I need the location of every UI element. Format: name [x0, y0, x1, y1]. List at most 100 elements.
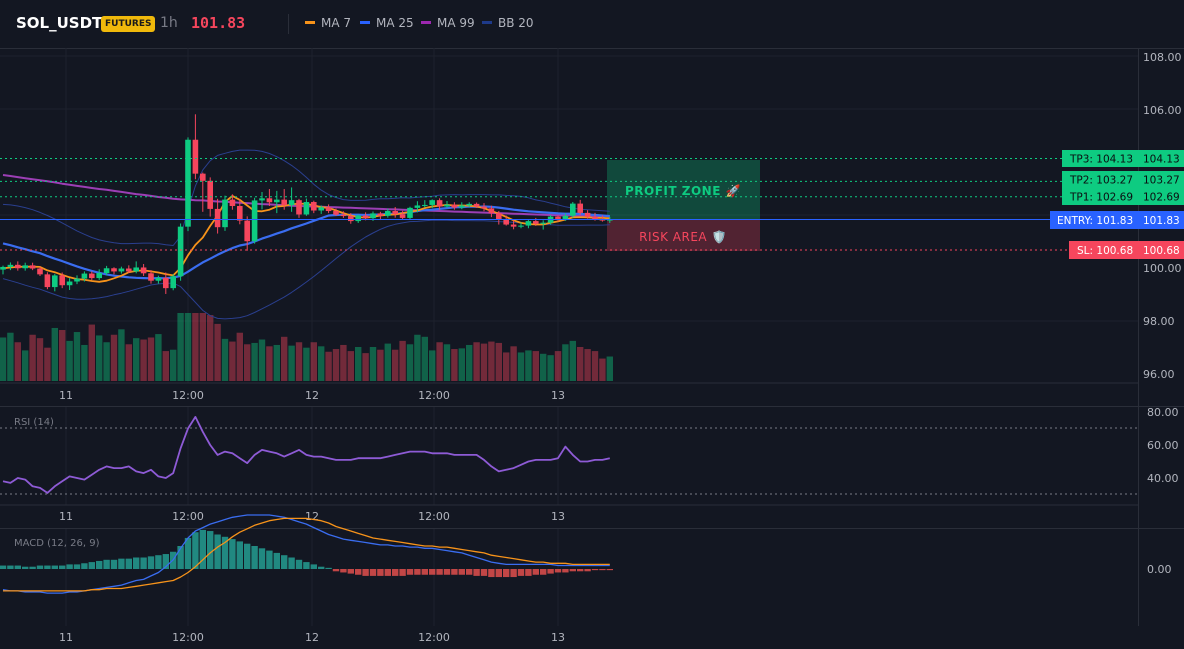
candle-body	[133, 267, 139, 272]
volume-bar	[73, 332, 81, 381]
macd-hist-bar	[184, 537, 192, 569]
macd-hist-bar	[606, 569, 613, 571]
candle-body	[89, 273, 95, 279]
candle-body	[185, 139, 191, 227]
candle-body	[444, 204, 450, 207]
legend-ma99[interactable]: MA 99	[421, 16, 475, 32]
candle-body	[318, 207, 324, 211]
volume-bar	[162, 351, 169, 381]
macd-hist-bar	[466, 569, 473, 575]
legend-ma7[interactable]: MA 7	[305, 16, 351, 32]
volume-bar	[155, 334, 162, 381]
timeframe-label[interactable]: 1h	[160, 15, 178, 31]
time-tick: 11	[59, 510, 73, 523]
legend-bb20[interactable]: BB 20	[482, 16, 534, 32]
volume-bar	[192, 313, 199, 381]
candle-body	[555, 216, 561, 219]
grid-lines	[0, 48, 1138, 626]
volume-bar	[147, 337, 155, 381]
rsi-line	[2, 415, 611, 494]
volume-bars	[0, 313, 613, 381]
volume-bar	[466, 344, 473, 381]
candle-body	[126, 268, 132, 272]
profit-zone-label: PROFIT ZONE 🚀	[625, 184, 741, 198]
candle-body	[407, 207, 413, 218]
candle-body	[148, 273, 154, 281]
volume-bar	[295, 342, 303, 381]
volume-bar	[266, 346, 273, 381]
volume-bar	[96, 335, 103, 381]
candle-body	[481, 206, 487, 209]
volume-bar	[7, 332, 14, 381]
candle-body	[44, 274, 51, 288]
candle-body	[177, 226, 184, 277]
volume-bar	[51, 327, 58, 381]
volume-bar	[369, 347, 377, 381]
volume-bar	[103, 342, 110, 381]
macd-hist-bar	[125, 558, 132, 569]
candle-body	[340, 214, 347, 217]
macd-hist-bar	[599, 569, 606, 571]
tp1-tag-bg	[1062, 188, 1184, 205]
macd-hist-bar	[207, 531, 214, 569]
rsi-tick: 60.00	[1147, 439, 1179, 452]
price-axis-divider	[1138, 48, 1139, 626]
macd-line	[2, 514, 610, 594]
candle-body	[288, 200, 295, 206]
volume-bar	[399, 340, 406, 381]
macd-hist-bar	[584, 569, 591, 572]
symbol-title[interactable]: SOL_USDT	[16, 14, 103, 32]
candle-body	[111, 268, 117, 272]
volume-bar	[258, 339, 266, 381]
volume-bar	[436, 342, 443, 381]
volume-bar	[429, 350, 436, 381]
volume-bar	[525, 350, 532, 381]
volume-bar	[273, 344, 280, 381]
candle-body	[244, 220, 250, 242]
macd-hist-bar	[510, 569, 517, 578]
volume-bar	[488, 341, 495, 381]
candle-body	[436, 200, 443, 207]
candle-body	[451, 204, 458, 208]
time-tick: 11	[59, 389, 73, 402]
header-border	[0, 48, 1184, 49]
ma25-swatch-icon	[360, 21, 370, 24]
candle-body	[377, 213, 384, 216]
macd-label: MACD (12, 26, 9)	[14, 538, 100, 549]
macd-hist-bar	[266, 550, 273, 569]
tp2-tag-bg	[1062, 171, 1184, 188]
candle-body	[15, 264, 21, 269]
tp3-tag-label: TP3: 104.13	[1069, 154, 1133, 166]
rsi-tick: 80.00	[1147, 406, 1179, 419]
macd-hist-bar	[110, 559, 118, 569]
volume-bar	[362, 353, 369, 381]
macd-hist-bar	[22, 566, 29, 569]
price-tick: 106.00	[1143, 104, 1182, 117]
trade-zones: PROFIT ZONE 🚀 RISK AREA 🛡️	[607, 160, 760, 251]
rsi-label: RSI (14)	[14, 417, 54, 428]
candle-body	[488, 208, 495, 214]
candle-body	[200, 173, 206, 181]
candle-body	[259, 198, 265, 201]
tp2-tag-label: TP2: 103.27	[1069, 175, 1133, 187]
volume-bar	[177, 313, 184, 381]
volume-bar	[140, 339, 147, 381]
level-tag-sl: SL: 100.68 100.68	[1069, 241, 1184, 259]
candle-body	[510, 224, 517, 227]
legend-ma25[interactable]: MA 25	[360, 16, 414, 32]
candle-body	[155, 277, 162, 281]
time-tick: 12:00	[418, 389, 450, 402]
volume-bar	[125, 344, 132, 381]
rsi-tick: 40.00	[1147, 472, 1179, 485]
candle-body	[496, 213, 502, 220]
volume-bar	[473, 342, 480, 381]
volume-bar	[88, 324, 95, 381]
volume-bar	[562, 344, 569, 381]
candle-body	[281, 199, 287, 206]
macd-hist-bar	[540, 569, 547, 575]
candle-body	[52, 275, 58, 288]
macd-hist-bar	[532, 569, 539, 575]
tp3-tag-bg	[1062, 150, 1184, 167]
macd-hist-bar	[495, 569, 502, 578]
